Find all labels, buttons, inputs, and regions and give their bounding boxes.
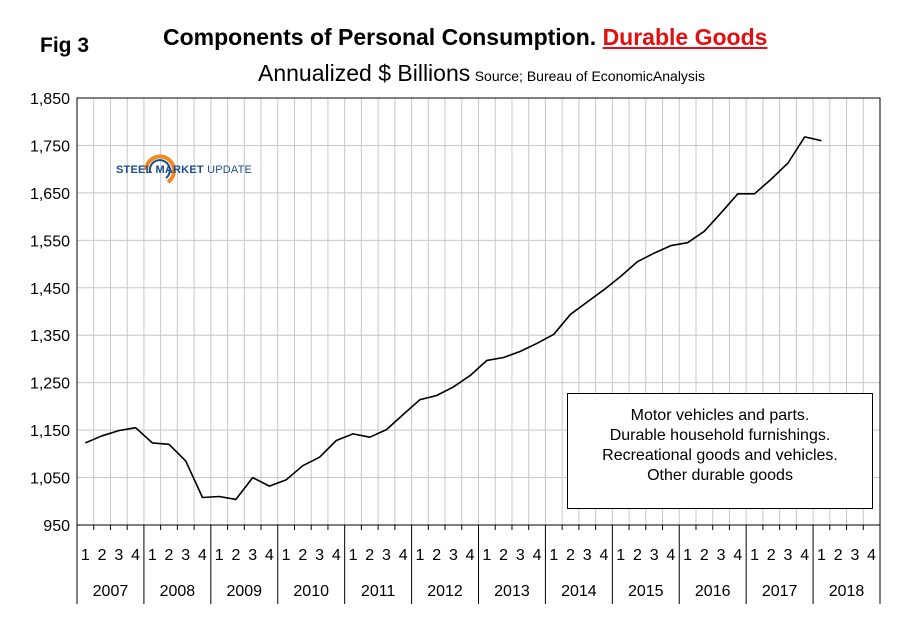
x-tick-label-quarter: 4 [265,547,274,564]
x-tick-label-quarter: 1 [349,547,358,564]
annotation-line: Motor vehicles and parts. [630,407,810,424]
annotation-line: Durable household furnishings. [609,427,831,444]
steel-market-update-logo: STEEL MARKET UPDATE [112,150,282,190]
x-tick-label-quarter: 2 [231,547,240,564]
axes [76,97,881,604]
x-tick-label-quarter: 4 [800,547,809,564]
logo-word-market: MARKET [155,164,204,176]
x-tick-label-quarter: 2 [365,547,374,564]
x-tick-label-quarter: 1 [81,547,90,564]
x-tick-label-quarter: 2 [700,547,709,564]
x-tick-label-year: 2012 [427,583,463,600]
chart-source: Source; Bureau of EconomicAnalysis [474,68,706,84]
x-tick-label-quarter: 4 [198,547,207,564]
x-tick-label-year: 2016 [695,583,731,600]
x-tick-label-quarter: 1 [415,547,424,564]
x-tick-label-quarter: 3 [850,547,859,564]
x-tick-label-year: 2013 [494,583,530,600]
x-tick-label-year: 2014 [561,583,597,600]
y-tick-label: 1,850 [30,91,70,108]
y-tick-label: 1,550 [30,233,70,250]
x-tick-label-quarter: 2 [165,547,174,564]
x-tick-label-quarter: 2 [834,547,843,564]
x-tick-label-year: 2017 [762,583,798,600]
y-tick-label: 1,150 [30,423,70,440]
annotation-line: Other durable goods [647,467,793,484]
x-tick-label-quarter: 4 [399,547,408,564]
x-tick-label-quarter: 3 [248,547,257,564]
y-tick-label: 1,350 [30,328,70,345]
x-tick-label-year: 2008 [160,583,196,600]
series-layer [85,136,822,501]
logo-swoosh-icon [144,154,176,184]
y-tick-label: 1,650 [30,186,70,203]
x-tick-label-quarter: 1 [817,547,826,564]
x-tick-label-quarter: 4 [867,547,876,564]
chart-subtitle-main: Annualized $ Billions [258,60,471,86]
x-tick-label-quarter: 2 [432,547,441,564]
y-tick-label: 1,450 [30,281,70,298]
logo-word-steel: STEEL [116,164,153,176]
x-tick-label-quarter: 4 [533,547,542,564]
x-tick-label-quarter: 1 [750,547,759,564]
x-tick-label-quarter: 3 [382,547,391,564]
annotation-line: Recreational goods and vehicles. [602,447,838,464]
y-tick-label: 1,750 [30,138,70,155]
x-tick-label-quarter: 2 [499,547,508,564]
x-tick-label-quarter: 3 [449,547,458,564]
x-tick-label-quarter: 4 [466,547,475,564]
x-tick-label-quarter: 3 [784,547,793,564]
x-tick-label-quarter: 3 [181,547,190,564]
annotation-box: Motor vehicles and parts. Durable househ… [567,393,873,509]
figure-label: Fig 3 [40,34,90,57]
logo-word-update: UPDATE [207,164,253,176]
x-tick-label-quarter: 1 [215,547,224,564]
x-tick-label-year: 2015 [628,583,664,600]
y-tick-label: 1,250 [30,376,70,393]
y-tick-label: 950 [43,518,70,535]
x-tick-label-year: 2009 [226,583,262,600]
x-tick-label-quarter: 2 [566,547,575,564]
x-tick-label-quarter: 1 [148,547,157,564]
y-tick-labels: 950 1,050 1,150 1,250 1,350 1,450 1,550 1,650 1,… [30,91,70,535]
x-tick-label-quarter: 1 [616,547,625,564]
x-tick-label-year: 2010 [293,583,329,600]
logo-text: STEEL MARKET UPDATE [116,164,252,176]
x-tick-label-year: 2018 [829,583,865,600]
x-tick-label-quarter: 1 [482,547,491,564]
x-tick-label-quarter: 2 [298,547,307,564]
x-tick-label-quarter: 4 [131,547,140,564]
x-tick-label-quarter: 3 [114,547,123,564]
x-tick-label-quarter: 1 [683,547,692,564]
chart-subtitle: Annualized $ Billions Source; Bureau of … [258,60,705,87]
x-tick-label-quarter: 4 [600,547,609,564]
x-tick-label-year: 2011 [361,583,396,600]
x-tick-label-quarter: 1 [549,547,558,564]
x-tick-label-quarter: 4 [332,547,341,564]
series-line [85,136,822,501]
x-tick-label-quarter: 1 [282,547,291,564]
x-tick-label-quarter: 2 [98,547,107,564]
x-tick-label-quarter: 3 [516,547,525,564]
x-tick-label-quarter: 3 [583,547,592,564]
x-tick-label-quarter: 2 [767,547,776,564]
x-tick-label-quarter: 3 [315,547,324,564]
x-tick-label-quarter: 4 [666,547,675,564]
x-tick-label-quarter: 3 [650,547,659,564]
x-tick-label-quarter: 4 [733,547,742,564]
chart-title-main: Components of Personal Consumption. [163,24,597,50]
x-tick-label-quarter: 2 [633,547,642,564]
chart-title: Components of Personal Consumption. Dura… [163,24,767,51]
y-tick-label: 1,050 [30,471,70,488]
x-tick-label-year: 2007 [93,583,129,600]
x-tick-label-quarter: 3 [717,547,726,564]
chart-title-highlight: Durable Goods [602,24,768,50]
